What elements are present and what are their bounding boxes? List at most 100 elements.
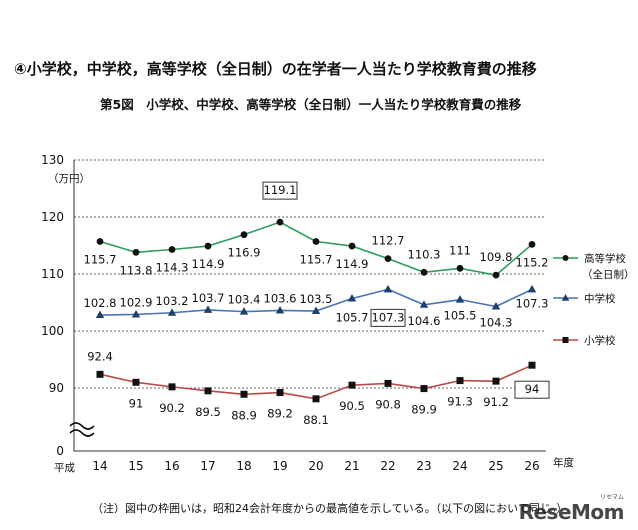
data-label: 115.7 [300,253,333,267]
data-point-triangle [275,305,285,314]
legend-label-1: 中学校 [584,292,616,305]
data-point-square [348,381,356,389]
data-point-circle [168,246,176,253]
x-tick-label: 22 [380,459,395,473]
data-label: 105.7 [336,311,369,325]
data-label: 91 [129,396,144,410]
data-label: 115.7 [84,253,117,267]
data-label: 89.9 [411,403,437,417]
x-tick-label: 25 [488,459,503,473]
axis-layer: （万円） 平成 年度 0 90 100 110 120 130 14 15 16 17 18 19 20… [41,153,574,474]
data-label: 116.9 [228,246,261,260]
data-point-circle [276,218,284,226]
data-point-square [276,389,284,397]
data-label: 114.9 [336,257,369,271]
data-label: 89.2 [267,407,293,421]
data-label: 88.9 [231,408,257,422]
page-heading: ④小学校，中学校，高等学校（全日制）の在学者一人当たり学校教育費の推移 [14,60,537,78]
data-label: 107.3 [516,296,549,310]
data-label: 102.8 [84,296,117,310]
x-tick-label: 16 [164,459,179,473]
watermark-kana: リセマム [599,494,624,501]
data-point-square [528,361,536,369]
data-point-triangle [491,301,501,310]
data-label: 114.9 [192,257,225,271]
footnote: （注）図中の枠囲いは，昭和24会計年度からの最高値を示している。（以下の図におい… [92,502,568,515]
data-label: 103.6 [264,291,297,305]
data-label: 115.2 [516,255,549,269]
y-axis-unit: （万円） [48,173,90,185]
axis-break-symbol [69,422,95,437]
data-point-triangle [131,309,141,318]
data-point-square [168,383,176,391]
data-point-triangle [167,308,177,316]
data-label: 103.7 [192,291,225,305]
data-point-triangle [419,300,429,308]
x-tick-label: 18 [236,459,251,473]
x-tick-label: 21 [344,459,359,473]
data-point-square [384,379,392,387]
data-label: 88.1 [303,413,329,427]
y-tick-label: 120 [41,210,64,224]
data-point-triangle [95,310,105,319]
y-tick-label: 110 [41,267,64,281]
x-axis-label: 年度 [553,456,574,469]
data-point-circle [348,242,356,250]
x-tick-label: 19 [272,459,287,473]
x-tick-label: 20 [308,459,323,473]
data-point-triangle [239,307,249,315]
data-label: 91.3 [447,395,473,409]
data-label: 92.4 [87,349,113,363]
data-point-triangle [311,306,321,315]
data-point-circle [132,248,140,256]
legend-marker-triangle [561,294,570,301]
data-label: 104.3 [480,315,513,329]
data-label: 114.3 [156,260,189,274]
data-label: 91.2 [483,395,509,409]
data-point-triangle [455,295,465,303]
data-point-circle [240,231,248,239]
x-tick-label: 15 [128,459,143,473]
data-point-square [420,385,428,393]
data-point-circle [420,268,428,276]
x-tick-label: 17 [200,459,215,473]
data-label: 104.6 [408,314,441,328]
data-point-square [312,395,320,403]
data-point-square [456,377,464,385]
data-label: 107.3 [372,310,405,324]
grid-layer [74,159,546,389]
data-label: 110.3 [408,247,441,261]
chart-title: 第5図 小学校、中学校、高等学校（全日制）一人当たり学校教育費の推移 [100,97,522,112]
data-label: 113.8 [120,263,153,277]
legend-label-2: 小学校 [584,334,616,347]
data-point-square [492,377,500,385]
axis-break-wave [69,429,95,437]
data-label: 103.4 [228,293,261,307]
data-point-square [204,387,212,395]
record-high-box [370,308,406,327]
axis-break-wave [69,422,95,430]
data-point-circle [456,264,464,272]
data-label: 102.9 [120,295,153,309]
data-point-circle [528,240,536,248]
data-point-triangle [203,305,213,313]
data-label: 94 [525,382,540,396]
watermark-logo: ReseMom リセマム [519,494,625,524]
legend-marker-circle [562,255,569,261]
legend-sublabel-0: （全日制） [582,268,635,281]
data-label: 109.8 [480,250,513,264]
x-axis-prefix: 平成 [54,462,75,474]
y-tick-label: 90 [49,381,64,395]
y-tick-label: 100 [41,324,64,338]
data-point-triangle [383,284,393,293]
x-tick-label: 14 [92,459,107,473]
data-label: 103.2 [156,294,189,308]
data-point-circle [312,238,320,245]
data-point-circle [96,238,104,245]
data-label: 90.5 [339,399,365,413]
data-point-square [240,390,248,398]
data-label: 103.5 [300,292,333,306]
data-label: 90.8 [375,397,401,411]
